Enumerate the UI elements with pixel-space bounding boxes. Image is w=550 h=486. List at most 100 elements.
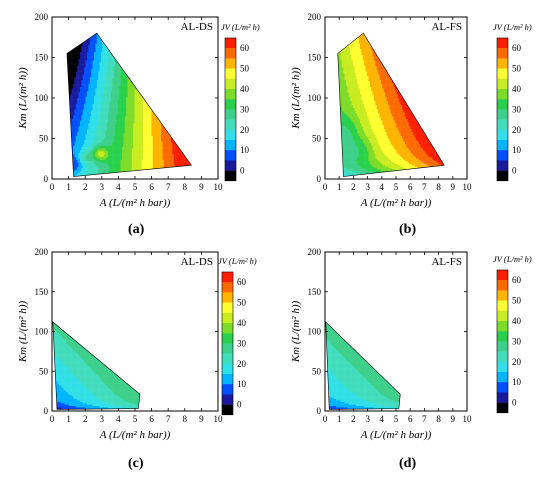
colorbar-swatch bbox=[497, 48, 508, 59]
colorbar-swatch bbox=[222, 282, 233, 293]
y-tick-label: 200 bbox=[308, 247, 322, 257]
colorbar-swatch bbox=[497, 150, 508, 161]
x-tick-label: 7 bbox=[166, 182, 171, 192]
colorbar-swatch bbox=[222, 384, 233, 395]
colorbar-swatch bbox=[225, 78, 236, 90]
colorbar-swatch bbox=[222, 272, 233, 283]
colorbar-tick-label: 30 bbox=[512, 104, 522, 114]
y-tick-label: 200 bbox=[308, 12, 322, 22]
x-tick-label: 0 bbox=[50, 182, 55, 192]
x-tick-label: 7 bbox=[422, 414, 427, 424]
y-tick-label: 50 bbox=[312, 366, 322, 376]
colorbar-swatch bbox=[497, 160, 508, 171]
colorbar-swatch bbox=[497, 99, 508, 110]
panel-label: AL-DS bbox=[181, 256, 213, 268]
contour-fill-b bbox=[337, 33, 445, 177]
colorbar-tick-label: 60 bbox=[512, 43, 522, 53]
y-tick-label: 50 bbox=[312, 134, 322, 144]
x-tick-label: 5 bbox=[133, 414, 138, 424]
colorbar-swatch bbox=[225, 58, 236, 69]
colorbar-swatch bbox=[497, 58, 508, 69]
y-tick-label: 150 bbox=[308, 287, 322, 297]
colorbar-swatch bbox=[225, 160, 236, 171]
colorbar-tick-label: 10 bbox=[240, 145, 250, 155]
x-tick-label: 1 bbox=[337, 414, 342, 424]
y-axis-label: Km (L/(m² h)) bbox=[290, 67, 302, 130]
colorbar-title: JV (L/m² h) bbox=[218, 256, 257, 266]
colorbar-tick-label: 40 bbox=[240, 84, 250, 94]
x-tick-label: 4 bbox=[380, 182, 385, 192]
y-tick-label: 50 bbox=[39, 366, 49, 376]
colorbar-tick-label: 0 bbox=[240, 166, 245, 176]
colorbar-tick-label: 40 bbox=[237, 318, 247, 328]
caption-c: (c) bbox=[128, 456, 144, 472]
y-tick-label: 100 bbox=[35, 93, 49, 103]
x-tick-label: 7 bbox=[166, 414, 171, 424]
x-tick-label: 5 bbox=[394, 182, 399, 192]
colorbar-swatch bbox=[497, 382, 508, 393]
x-tick-label: 4 bbox=[380, 414, 385, 424]
x-tick-label: 2 bbox=[351, 182, 356, 192]
colorbar-tick-label: 20 bbox=[240, 125, 250, 135]
y-tick-label: 200 bbox=[35, 247, 49, 257]
colorbar-swatch bbox=[497, 300, 508, 311]
x-axis-label: A (L/(m² h bar)) bbox=[360, 197, 432, 209]
colorbar-swatch bbox=[225, 150, 236, 161]
contour-fill-c bbox=[52, 321, 140, 410]
domain-outline-b bbox=[337, 32, 445, 177]
colorbar-swatch bbox=[497, 89, 508, 100]
colorbar-swatch bbox=[497, 38, 508, 49]
x-tick-label: 2 bbox=[83, 182, 88, 192]
colorbar-swatch bbox=[497, 321, 508, 332]
contour-fill-a bbox=[66, 33, 192, 177]
colorbar-tick-label: 20 bbox=[237, 359, 247, 369]
x-tick-label: 8 bbox=[183, 414, 188, 424]
x-tick-label: 8 bbox=[436, 182, 441, 192]
y-axis-label: Km (L/(m² h)) bbox=[17, 67, 29, 130]
colorbar-tick-label: 50 bbox=[512, 64, 522, 74]
x-tick-label: 10 bbox=[214, 414, 224, 424]
x-tick-label: 1 bbox=[337, 182, 342, 192]
colorbar-swatch bbox=[497, 351, 508, 362]
x-axis-label: A (L/(m² h bar)) bbox=[99, 197, 171, 209]
colorbar-swatch bbox=[497, 402, 508, 413]
colorbar-swatch bbox=[497, 78, 508, 90]
x-tick-label: 6 bbox=[408, 182, 413, 192]
colorbar-swatch bbox=[222, 312, 233, 324]
colorbar-title: JV (L/m² h) bbox=[221, 22, 260, 32]
x-tick-label: 3 bbox=[100, 414, 105, 424]
colorbar-swatch bbox=[222, 323, 233, 334]
y-tick-label: 200 bbox=[35, 12, 49, 22]
colorbar-tick-label: 60 bbox=[512, 275, 522, 285]
colorbar-swatch bbox=[222, 292, 233, 303]
panel-label: AL-FS bbox=[431, 21, 462, 33]
caption-b: (b) bbox=[399, 222, 416, 238]
x-tick-label: 2 bbox=[351, 414, 356, 424]
y-tick-label: 100 bbox=[308, 93, 322, 103]
colorbar-swatch bbox=[497, 361, 508, 373]
colorbar-swatch bbox=[222, 353, 233, 364]
colorbar-swatch bbox=[225, 89, 236, 100]
y-tick-label: 0 bbox=[44, 406, 49, 416]
x-tick-label: 6 bbox=[149, 414, 154, 424]
colorbar-swatch bbox=[225, 119, 236, 130]
colorbar-swatch bbox=[222, 394, 233, 405]
colorbar-swatch bbox=[222, 404, 233, 415]
x-tick-label: 6 bbox=[408, 414, 413, 424]
x-axis-label: A (L/(m² h bar)) bbox=[99, 429, 171, 441]
colorbar-swatch bbox=[222, 363, 233, 375]
colorbar-swatch bbox=[497, 372, 508, 383]
x-tick-label: 10 bbox=[463, 414, 473, 424]
x-tick-label: 3 bbox=[365, 414, 370, 424]
x-tick-label: 0 bbox=[323, 414, 328, 424]
colorbar-swatch bbox=[497, 129, 508, 141]
colorbar-swatch bbox=[225, 99, 236, 110]
colorbar-swatch bbox=[497, 109, 508, 120]
colorbar-swatch bbox=[497, 270, 508, 281]
colorbar-tick-label: 50 bbox=[240, 64, 250, 74]
x-tick-label: 4 bbox=[116, 182, 121, 192]
colorbar-swatch bbox=[225, 48, 236, 59]
x-tick-label: 9 bbox=[451, 414, 456, 424]
